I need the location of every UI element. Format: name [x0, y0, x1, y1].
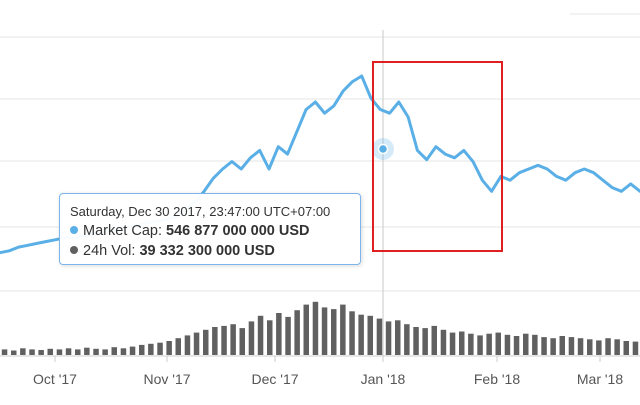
- volume-bar: [294, 310, 300, 355]
- volume-bar: [541, 337, 547, 355]
- tooltip-market-cap-value: 546 877 000 000 USD: [166, 223, 310, 239]
- volume-bar: [495, 332, 501, 355]
- tooltip-volume-label: 24h Vol:: [83, 243, 136, 259]
- volume-bar: [577, 338, 584, 355]
- volume-bar: [504, 334, 511, 355]
- tooltip-market-cap-row: Market Cap: 546 877 000 000 USD: [70, 221, 350, 241]
- volume-bar: [568, 337, 575, 355]
- volume-bar: [532, 334, 538, 355]
- volume-bar: [212, 327, 218, 355]
- x-tick-label: Nov '17: [143, 371, 190, 387]
- volume-bar: [349, 311, 355, 355]
- volume-bar: [175, 338, 181, 355]
- tooltip: Saturday, Dec 30 2017, 23:47:00 UTC+07:0…: [59, 193, 361, 265]
- volume-bar: [523, 333, 529, 355]
- x-tick-label: Dec '17: [251, 371, 298, 387]
- volume-bar: [29, 349, 35, 355]
- volume-bar: [431, 325, 437, 355]
- tooltip-volume-value: 39 332 300 000 USD: [139, 243, 275, 259]
- volume-bar: [376, 318, 383, 355]
- volume-bar: [468, 333, 474, 355]
- volume-bar: [321, 307, 328, 355]
- volume-bar: [257, 315, 264, 355]
- volume-bar: [395, 320, 401, 355]
- volume-bar: [84, 347, 90, 355]
- volume-bar: [276, 313, 282, 355]
- volume-bar: [38, 350, 44, 355]
- highlight-box: [372, 61, 503, 252]
- tooltip-market-cap-label: Market Cap:: [83, 223, 162, 239]
- x-tick-label: Jan '18: [361, 371, 406, 387]
- hover-marker[interactable]: [377, 143, 389, 155]
- volume-bar: [230, 324, 236, 355]
- volume-bar: [367, 315, 373, 355]
- volume-bar: [56, 349, 63, 355]
- volume-bar: [422, 328, 428, 355]
- volume-bar: [559, 336, 565, 355]
- volume-bar: [596, 340, 602, 355]
- volume-bar: [47, 348, 53, 355]
- volume-bar: [157, 342, 163, 355]
- volume-bar: [93, 348, 99, 355]
- volume-bar: [203, 329, 209, 355]
- volume-bar: [139, 344, 145, 355]
- volume-bar: [404, 324, 410, 355]
- volume-bar: [148, 343, 154, 355]
- volume-bar: [440, 329, 447, 355]
- volume-bars: [1, 301, 639, 355]
- tooltip-date: Saturday, Dec 30 2017, 23:47:00 UTC+07:0…: [70, 204, 331, 219]
- volume-bar: [20, 348, 26, 355]
- volume-bar: [623, 341, 629, 355]
- volume-bar: [550, 338, 556, 355]
- market-cap-dot-icon: [70, 226, 78, 235]
- volume-bar: [285, 316, 291, 355]
- volume-bar: [340, 304, 346, 355]
- volume-bar: [486, 333, 492, 355]
- volume-bar: [65, 348, 72, 355]
- volume-bar: [267, 320, 273, 355]
- volume-bar: [303, 304, 309, 355]
- volume-bar: [312, 301, 319, 355]
- volume-bar: [449, 332, 456, 355]
- x-tick-label: Mar '18: [577, 371, 623, 387]
- volume-bar: [632, 341, 639, 355]
- volume-bar: [358, 314, 364, 355]
- volume-bar: [331, 309, 337, 355]
- volume-bar: [193, 332, 200, 355]
- volume-bar: [239, 328, 245, 355]
- volume-bar: [75, 349, 81, 355]
- volume-bar: [1, 349, 8, 355]
- volume-bar: [587, 339, 593, 355]
- volume-bar: [102, 349, 108, 355]
- volume-bar: [111, 347, 117, 355]
- volume-bar: [184, 335, 191, 355]
- volume-bar: [11, 350, 17, 355]
- volume-bar: [614, 339, 620, 355]
- volume-bar: [129, 346, 136, 355]
- volume-bar: [120, 348, 127, 355]
- volume-bar: [513, 336, 520, 355]
- volume-bar: [166, 341, 172, 355]
- volume-bar: [385, 321, 392, 355]
- volume-bar: [477, 335, 483, 355]
- volume-bar: [459, 331, 465, 355]
- x-axis-ticks: Oct '17 Nov '17 Dec '17 Jan '18 Feb '18 Mar '…: [33, 356, 623, 387]
- x-tick-label: Feb '18: [474, 371, 520, 387]
- tooltip-volume-row: 24h Vol: 39 332 300 000 USD: [70, 241, 350, 261]
- x-tick-label: Oct '17: [33, 371, 77, 387]
- volume-bar: [605, 338, 611, 355]
- volume-bar: [413, 327, 419, 355]
- volume-dot-icon: [70, 246, 78, 255]
- volume-bar: [248, 321, 255, 355]
- volume-bar: [221, 325, 227, 355]
